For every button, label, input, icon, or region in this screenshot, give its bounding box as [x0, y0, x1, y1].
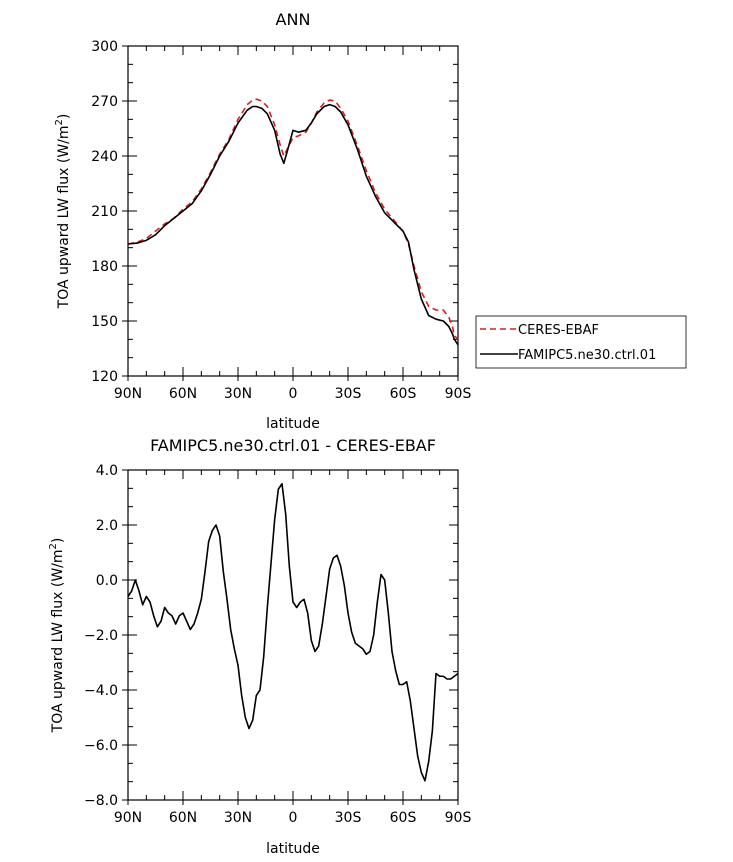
x-tick-labels: 90N 60N 30N 0 30S 60S 90S	[114, 810, 472, 826]
y-axis-label-main: TOA upward LW flux (W/m	[56, 125, 72, 309]
series-line-ceres-ebaf	[127, 98, 459, 340]
y-tick-label: 180	[91, 259, 118, 275]
y-tick-labels: −8.0 −6.0 −4.0 −2.0 0.0 2.0 4.0	[84, 463, 118, 809]
y-axis-label-sup: 2	[48, 543, 59, 549]
legend-label-ceres: CERES-EBAF	[518, 323, 599, 338]
legend-label-famipc5: FAMIPC5.ne30.ctrl.01	[518, 348, 656, 363]
x-tick-label: 90N	[114, 386, 142, 402]
x-tick-label: 30S	[335, 810, 362, 826]
x-tick-label: 90N	[114, 810, 142, 826]
x-tick-label: 90S	[445, 386, 472, 402]
plot-frame	[127, 45, 459, 377]
x-tick-label: 30N	[224, 810, 252, 826]
x-tick-label: 0	[289, 810, 298, 826]
y-tick-label: 120	[91, 369, 118, 385]
x-tick-labels: 90N 60N 30N 0 30S 60S 90S	[114, 386, 472, 402]
y-axis-label: TOA upward LW flux (W/m2)	[48, 538, 66, 734]
x-tick-label: 30S	[335, 386, 362, 402]
x-tick-label: 60S	[390, 386, 417, 402]
y-axis-label: TOA upward LW flux (W/m2)	[54, 114, 72, 310]
y-tick-label: 240	[91, 149, 118, 165]
y-tick-label: 270	[91, 94, 118, 110]
y-axis-label-main: TOA upward LW flux (W/m	[50, 549, 66, 733]
panel-bottom: FAMIPC5.ne30.ctrl.01 - CERES-EBAF 90N 60N…	[48, 436, 471, 857]
series-line-famipc5-ne30-ctrl-01	[127, 103, 459, 346]
ticks	[122, 45, 459, 381]
y-axis-label-end: )	[56, 114, 72, 119]
chart-title-difference: FAMIPC5.ne30.ctrl.01 - CERES-EBAF	[150, 436, 436, 455]
y-tick-label: −4.0	[84, 683, 118, 699]
ticks	[122, 469, 459, 805]
y-tick-label: −6.0	[84, 738, 118, 754]
panel-top: ANN 90N 60N 30N 0 30S 60S 90S 120 150 180 210 240 2…	[54, 10, 687, 432]
x-tick-label: 30N	[224, 386, 252, 402]
legend: CERES-EBAF FAMIPC5.ne30.ctrl.01	[475, 315, 687, 369]
y-tick-label: 150	[91, 314, 118, 330]
x-tick-label: 60S	[390, 810, 417, 826]
y-tick-label: 300	[91, 39, 118, 55]
chart-title: ANN	[276, 10, 311, 29]
series-group	[127, 482, 459, 782]
y-tick-label: −8.0	[84, 793, 118, 809]
legend-box	[475, 315, 687, 369]
y-tick-label: −2.0	[84, 628, 118, 644]
y-axis-label-end: )	[50, 538, 66, 543]
series-line-difference	[127, 482, 459, 782]
x-tick-label: 60N	[169, 386, 197, 402]
y-tick-label: 2.0	[96, 518, 118, 534]
plot-frame	[127, 469, 459, 801]
x-tick-label: 60N	[169, 810, 197, 826]
y-tick-label: 210	[91, 204, 118, 220]
x-axis-label: latitude	[266, 841, 320, 857]
y-tick-label: 4.0	[96, 463, 118, 479]
y-tick-label: 0.0	[96, 573, 118, 589]
y-axis-label-sup: 2	[54, 119, 65, 125]
x-tick-label: 0	[289, 386, 298, 402]
x-tick-label: 90S	[445, 810, 472, 826]
y-tick-labels: 120 150 180 210 240 270 300	[91, 39, 118, 385]
x-axis-label: latitude	[266, 416, 320, 432]
series-group	[127, 98, 459, 346]
